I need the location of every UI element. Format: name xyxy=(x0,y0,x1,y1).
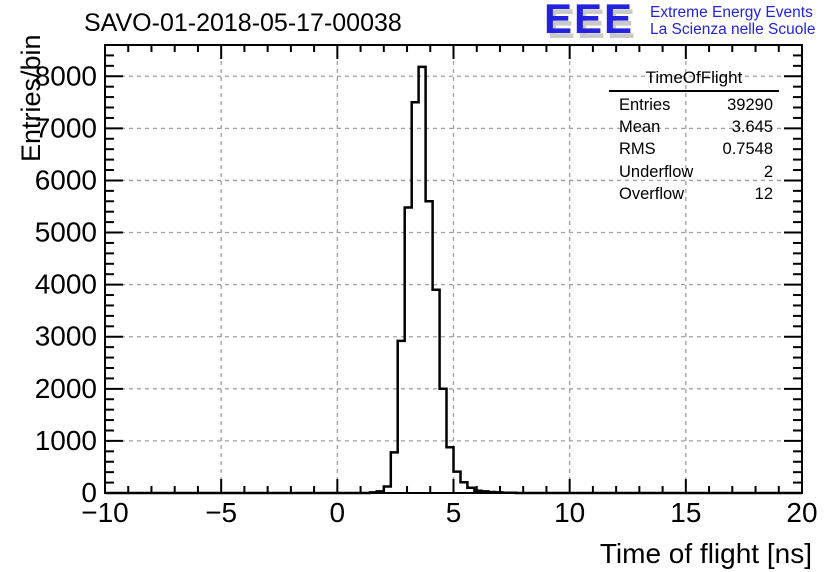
page-title: SAVO-01-2018-05-17-00038 xyxy=(84,9,402,37)
y-tick-label: 8000 xyxy=(35,60,97,91)
x-tick-label: 5 xyxy=(446,497,462,528)
stats-row-value: 3.645 xyxy=(731,118,773,137)
stats-row: Mean 3.645 xyxy=(609,116,779,138)
eee-tagline-2: La Scienza nelle Scuole xyxy=(650,21,816,38)
x-tick-label: 15 xyxy=(670,497,701,528)
stats-row-value: 2 xyxy=(763,162,773,181)
stats-box-title: TimeOfFlight xyxy=(609,66,779,92)
stats-row: Overflow 12 xyxy=(609,184,779,206)
stats-row-value: 39290 xyxy=(727,95,773,114)
stats-row-value: 0.7548 xyxy=(722,140,773,159)
stats-row-value: 12 xyxy=(754,185,773,204)
x-tick-label: 0 xyxy=(330,497,346,528)
histogram-line xyxy=(105,65,802,495)
y-axis-title: Entries/bin xyxy=(16,34,46,162)
y-tick-label: 4000 xyxy=(35,269,97,300)
x-tick-label: −5 xyxy=(205,497,237,528)
stats-row: RMS 0.7548 xyxy=(609,139,779,161)
eee-tagline-1: Extreme Energy Events xyxy=(650,4,813,21)
stats-box-rows: Entries 39290 Mean 3.645 RMS 0.7548 Underflow 2… xyxy=(609,92,779,206)
y-tick-label: 6000 xyxy=(35,164,97,195)
stats-row-label: Overflow xyxy=(619,185,685,204)
y-tick-label: 2000 xyxy=(35,373,97,404)
stats-row: Entries 39290 xyxy=(609,94,779,116)
x-axis-title: Time of flight [ns] xyxy=(599,538,812,569)
stats-box: TimeOfFlight Entries 39290 Mean 3.645 RMS 0.7… xyxy=(609,66,779,206)
x-tick-label: 10 xyxy=(554,497,585,528)
y-tick-label: 0 xyxy=(81,477,97,508)
y-tick-label: 5000 xyxy=(35,217,97,248)
x-tick-label: 20 xyxy=(786,497,817,528)
stats-row-label: Entries xyxy=(619,95,671,114)
eee-logo-mark: EEE xyxy=(544,0,635,42)
y-tick-label: 1000 xyxy=(35,425,97,456)
eee-logo: EEE xyxy=(544,0,634,40)
y-tick-label: 3000 xyxy=(35,321,97,352)
eee-logo-taglines: Extreme Energy Events La Scienza nelle S… xyxy=(650,4,815,38)
stats-row-label: Mean xyxy=(619,118,661,137)
stats-row: Underflow 2 xyxy=(609,161,779,183)
y-tick-label: 7000 xyxy=(35,112,97,143)
stats-row-label: RMS xyxy=(619,140,656,159)
x-tick-label: −10 xyxy=(81,497,129,528)
stats-row-label: Underflow xyxy=(619,162,694,181)
